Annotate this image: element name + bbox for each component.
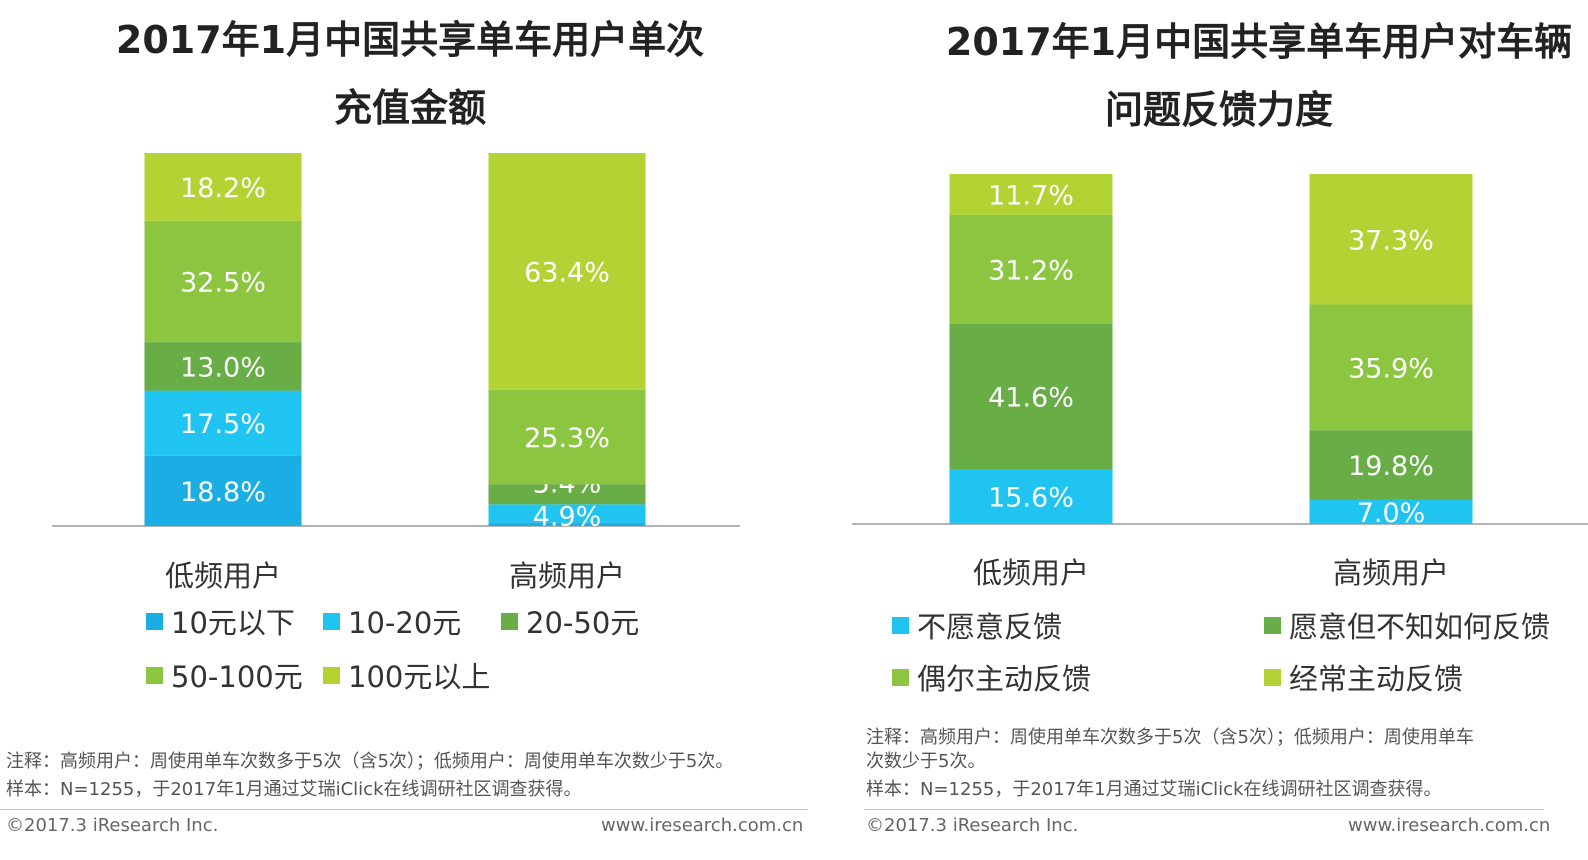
- legend-swatch: [323, 612, 340, 630]
- bar-segment-0-1-4: [488, 153, 646, 390]
- left-footnote: 注释：高频用户：周使用单车次数多于5次（含5次）；低频用户：周使用单车次数少于5…: [6, 750, 821, 802]
- left-chart-title-line2: 充值金额: [333, 86, 486, 130]
- right-legend-item-frequent: 经常主动反馈: [1264, 656, 1463, 698]
- legend-swatch: [892, 616, 909, 634]
- bar-segment-0-1-1: [488, 504, 646, 523]
- right-footnote: 注释：高频用户：周使用单车次数多于5次（含5次）；低频用户：周使用单车 次数少于…: [866, 726, 1566, 802]
- right-chart-title-line2: 问题反馈力度: [1104, 88, 1333, 132]
- left-panel: 2017年1月中国共享单车用户单次 充值金额 18.8% 17.5% 13.0% 32…: [0, 18, 821, 836]
- legend-swatch: [146, 612, 163, 630]
- data-label-0-0-3: 32.5%: [180, 267, 266, 298]
- left-note-definition: 注释：高频用户：周使用单车次数多于5次（含5次）；低频用户：周使用单车次数少于5…: [6, 751, 734, 772]
- legend-swatch: [1264, 616, 1281, 634]
- right-panel: 2017年1月中国共享单车用户对车辆 问题反馈力度 15.6% 41.6% 31.2…: [850, 0, 1588, 860]
- data-label-1-0-3: 11.7%: [988, 180, 1074, 211]
- legend-label: 20-50元: [526, 606, 640, 640]
- bar-segment-1-0-0: [949, 469, 1113, 524]
- data-label-1-1-0: 7.0%: [1357, 498, 1426, 529]
- right-chart-title-line1: 2017年1月中国共享单车用户对车辆: [945, 20, 1573, 64]
- legend-label: 100元以上: [348, 660, 491, 694]
- right-website: www.iresearch.com.cn: [1348, 815, 1551, 836]
- data-label-1-0-0: 15.6%: [988, 483, 1074, 514]
- data-label-1-1-2: 35.9%: [1348, 353, 1434, 384]
- category-label-1-0: 低频用户: [973, 556, 1089, 590]
- bar-segment-0-0-0: [144, 455, 302, 526]
- bar-segment-0-1-0: [488, 522, 646, 526]
- left-chart-title-line1: 2017年1月中国共享单车用户单次: [115, 18, 705, 62]
- right-copyright: ©2017.3 iResearch Inc.: [866, 815, 1079, 836]
- data-label-0-0-2: 13.0%: [180, 352, 266, 383]
- bar-segment-1-1-0: [1309, 499, 1473, 524]
- legend-swatch: [501, 612, 518, 630]
- bar-segment-0-1-2: [488, 484, 646, 505]
- left-legend-item-50-100: 50-100元: [146, 654, 303, 696]
- bar-segment-0-0-4: [144, 153, 302, 221]
- legend-label: 10元以下: [171, 606, 295, 640]
- left-legend-item-20-50: 20-50元: [501, 600, 639, 642]
- data-label-0-0-4: 18.2%: [180, 173, 266, 204]
- right-footer-divider: [864, 809, 1544, 810]
- legend-label: 偶尔主动反馈: [917, 662, 1092, 696]
- legend-label: 不愿意反馈: [917, 610, 1063, 644]
- right-note-definition-2: 次数少于5次。: [866, 751, 986, 772]
- data-label-1-0-1: 41.6%: [988, 383, 1074, 414]
- bar-segment-1-1-1: [1309, 430, 1473, 500]
- legend-swatch: [323, 666, 340, 684]
- data-label-0-1-3: 25.3%: [524, 423, 610, 454]
- data-label-0-0-0: 18.8%: [180, 477, 266, 508]
- bar-segment-0-0-1: [144, 390, 302, 456]
- bar-segment-1-0-1: [949, 324, 1113, 470]
- left-copyright: ©2017.3 iResearch Inc.: [6, 815, 219, 836]
- left-legend-item-under-10: 10元以下: [146, 600, 295, 642]
- legend-label: 50-100元: [171, 660, 303, 694]
- right-legend-item-occasional: 偶尔主动反馈: [892, 656, 1091, 698]
- category-label-0-0: 低频用户: [165, 559, 281, 593]
- bar-segment-1-1-3: [1309, 174, 1473, 305]
- category-label-1-1: 高频用户: [1333, 556, 1449, 590]
- data-label-0-1-1: 4.9%: [533, 501, 602, 532]
- legend-label: 经常主动反馈: [1289, 662, 1464, 696]
- bar-segment-1-0-3: [949, 174, 1113, 215]
- data-label-1-1-1: 19.8%: [1348, 451, 1434, 482]
- right-note-sample: 样本：N=1255，于2017年1月通过艾瑞iClick在线调研社区调查获得。: [866, 779, 1442, 800]
- left-legend-item-over-100: 100元以上: [323, 654, 490, 696]
- legend-swatch: [892, 668, 909, 686]
- right-legend-item-unwilling: 不愿意反馈: [892, 604, 1062, 646]
- bar-segment-1-0-2: [949, 214, 1113, 324]
- legend-swatch: [1264, 668, 1281, 686]
- right-legend-item-willing-unsure: 愿意但不知如何反馈: [1264, 604, 1550, 646]
- bar-segment-0-0-3: [144, 220, 302, 343]
- legend-label: 10-20元: [348, 606, 462, 640]
- data-label-0-1-4: 63.4%: [524, 257, 610, 288]
- bar-segment-0-1-3: [488, 389, 646, 485]
- bar-segment-0-0-2: [144, 342, 302, 391]
- legend-label: 愿意但不知如何反馈: [1289, 610, 1551, 644]
- left-footer-divider: [0, 809, 808, 810]
- right-stacked-bar-chart: 15.6% 41.6% 31.2% 11.7% 低频用户 7.0% 19.8% 35.9% 37…: [852, 174, 1588, 590]
- data-label-1-0-2: 31.2%: [988, 255, 1074, 286]
- left-legend-item-10-20: 10-20元: [323, 600, 461, 642]
- bar-segment-1-1-2: [1309, 304, 1473, 431]
- right-note-definition-1: 注释：高频用户：周使用单车次数多于5次（含5次）；低频用户：周使用单车: [866, 727, 1474, 748]
- category-label-0-1: 高频用户: [509, 559, 625, 593]
- data-label-0-0-1: 17.5%: [180, 409, 266, 440]
- left-stacked-bar-chart: 18.8%17.5%13.0%32.5%18.2%低频用户4.9%5.4%25.…: [52, 153, 740, 593]
- left-note-sample: 样本：N=1255，于2017年1月通过艾瑞iClick在线调研社区调查获得。: [6, 779, 582, 800]
- legend-swatch: [146, 666, 163, 684]
- left-website: www.iresearch.com.cn: [601, 815, 804, 836]
- data-label-1-1-3: 37.3%: [1348, 225, 1434, 256]
